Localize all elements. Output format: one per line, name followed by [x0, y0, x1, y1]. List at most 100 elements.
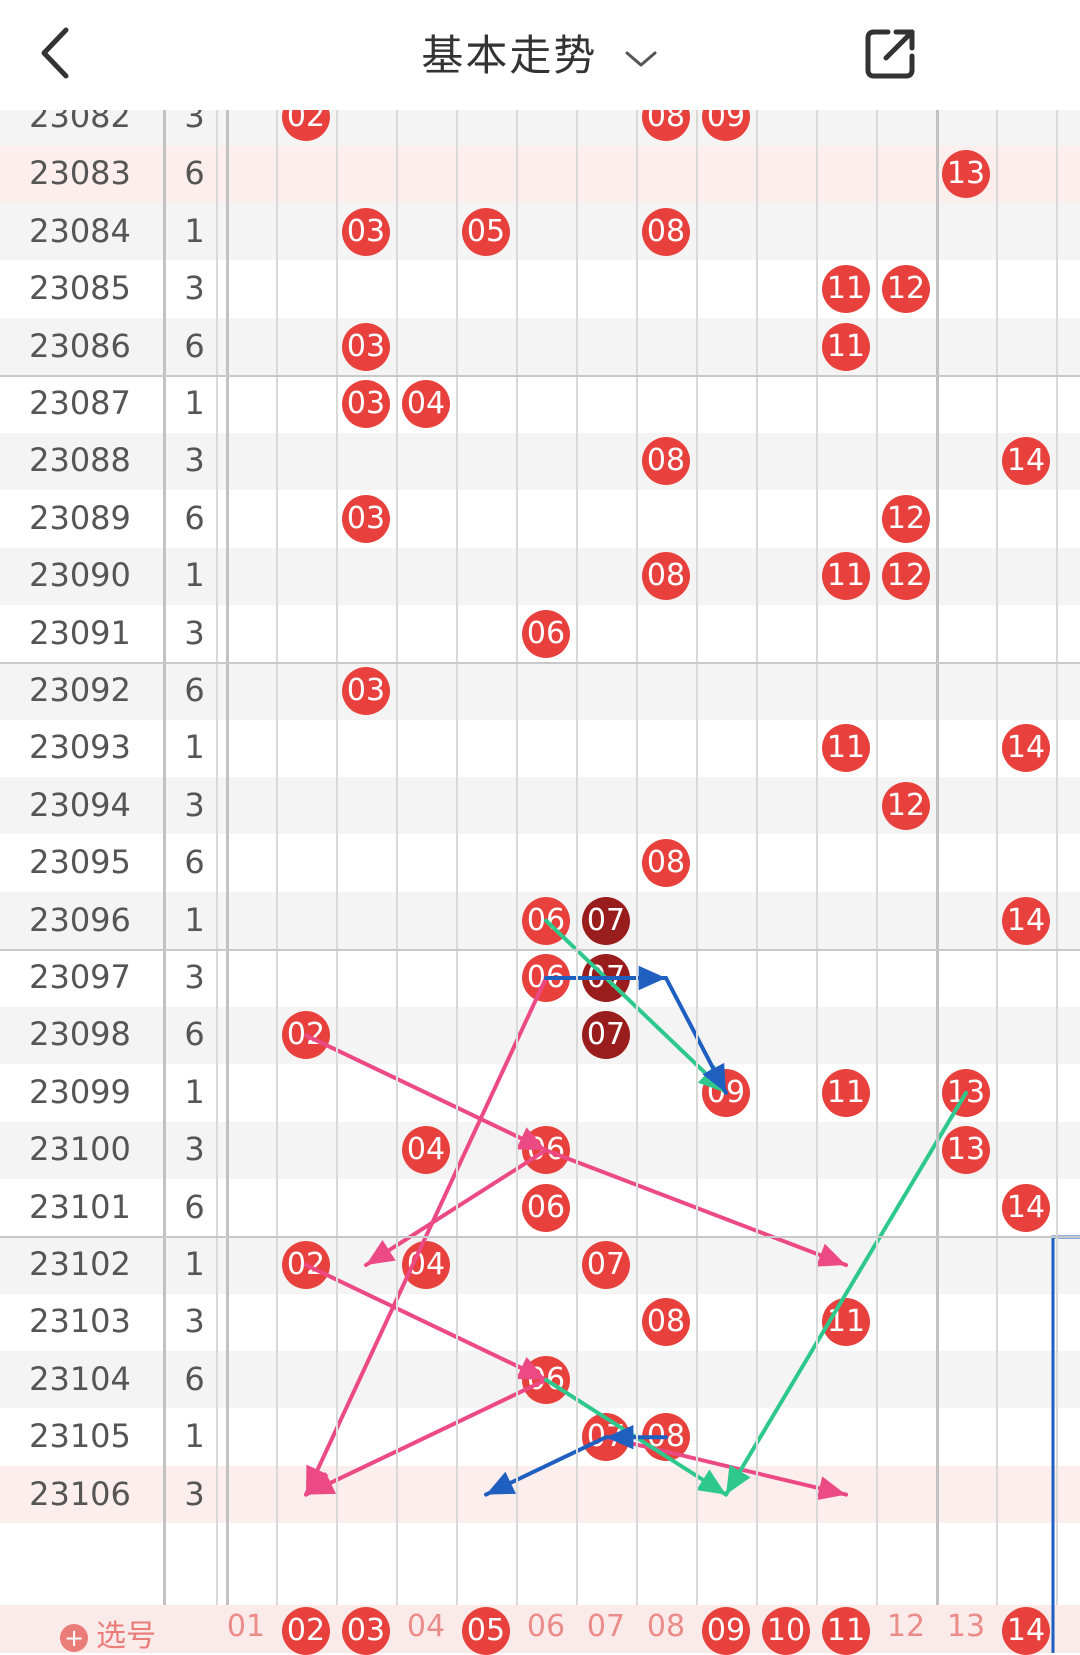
picker-number-10[interactable]: 10 — [762, 1607, 810, 1655]
column-divider — [936, 110, 939, 1605]
column-divider — [216, 110, 218, 1605]
number-ball: 03 — [342, 666, 390, 715]
trend-row: 23100 3 04 06 13 — [0, 1121, 1080, 1179]
trend-arrow — [304, 1263, 548, 1382]
number-ball: 03 — [342, 207, 390, 256]
number-ball: 11 — [822, 322, 870, 371]
number-picker-bar: + 选号 01 02 03 04 05 06 07 08 09 10 11 12 13 14 — [0, 1605, 1080, 1655]
number-ball: 14 — [1002, 1183, 1050, 1232]
page-title: 基本走势 — [421, 31, 598, 80]
picker-number-06[interactable]: 06 — [526, 1609, 566, 1644]
picker-number-02[interactable]: 02 — [282, 1607, 330, 1655]
number-ball: 12 — [882, 494, 930, 543]
trend-arrow — [544, 965, 668, 991]
number-ball: 11 — [822, 265, 870, 314]
column-divider — [756, 110, 758, 1605]
period-number: 23104 — [29, 1359, 131, 1398]
number-ball: 06 — [522, 953, 570, 1002]
column-divider — [516, 110, 518, 1605]
trend-row: 23083 6 13 — [0, 145, 1080, 204]
group-separator — [0, 662, 1080, 665]
number-ball: 13 — [942, 1126, 990, 1175]
trend-arrow — [724, 1090, 968, 1497]
trend-row: 23090 1 08 11 12 — [0, 547, 1080, 605]
trend-row: 23094 3 12 — [0, 777, 1080, 835]
picker-number-12[interactable]: 12 — [886, 1609, 926, 1644]
period-number: 23093 — [29, 728, 131, 767]
trend-grid: 23082 3 02 08 09 23083 6 13 23084 1 03 05 08 23085 3 11… — [0, 110, 1080, 1605]
period-number: 23083 — [29, 154, 131, 193]
period-number: 23088 — [29, 441, 131, 480]
sum-value: 1 — [184, 383, 205, 422]
picker-number-07[interactable]: 07 — [586, 1609, 626, 1644]
sum-value: 3 — [184, 1302, 205, 1341]
share-external-icon[interactable] — [862, 26, 918, 82]
number-ball: 06 — [522, 1183, 570, 1232]
period-number: 23095 — [29, 843, 131, 882]
trend-row: 23102 1 02 04 07 — [0, 1236, 1080, 1294]
pick-label: 选号 — [96, 1619, 156, 1654]
sum-value: 6 — [184, 1015, 205, 1054]
pick-numbers-button[interactable]: + 选号 — [60, 1611, 156, 1655]
sum-value: 3 — [184, 957, 205, 996]
trend-row: 23091 3 06 — [0, 605, 1080, 662]
group-separator — [0, 375, 1080, 378]
number-ball: 14 — [1002, 896, 1050, 945]
sum-value: 6 — [184, 843, 205, 882]
picker-number-14[interactable]: 14 — [1002, 1607, 1050, 1655]
number-ball: 08 — [642, 552, 690, 601]
picker-number-11[interactable]: 11 — [822, 1607, 870, 1655]
sum-value: 3 — [184, 1474, 205, 1513]
page-title-dropdown[interactable]: 基本走势 — [0, 22, 1080, 83]
number-ball: 02 — [282, 110, 330, 141]
trend-row: 23101 6 06 14 — [0, 1179, 1080, 1236]
sum-value: 3 — [184, 269, 205, 308]
number-ball: 13 — [942, 150, 990, 199]
picker-number-05[interactable]: 05 — [462, 1607, 510, 1655]
number-ball: 08 — [642, 839, 690, 888]
picker-number-03[interactable]: 03 — [342, 1607, 390, 1655]
number-ball: 03 — [342, 379, 390, 428]
period-number: 23082 — [29, 110, 131, 135]
group-separator — [0, 949, 1080, 952]
picker-number-08[interactable]: 08 — [646, 1609, 686, 1644]
column-divider — [276, 110, 278, 1605]
chevron-down-icon — [625, 51, 657, 66]
sum-value: 6 — [184, 154, 205, 193]
trend-row: 23086 6 03 11 — [0, 317, 1080, 376]
sum-value: 3 — [184, 441, 205, 480]
trend-row: 23103 3 08 11 — [0, 1294, 1080, 1351]
picker-number-01[interactable]: 01 — [226, 1609, 266, 1644]
group-separator — [0, 1236, 1080, 1239]
period-number: 23086 — [29, 326, 131, 365]
number-ball: 04 — [402, 379, 450, 428]
number-ball: 14 — [1002, 437, 1050, 486]
picker-number-13[interactable]: 13 — [946, 1609, 986, 1644]
picker-number-04[interactable]: 04 — [406, 1609, 446, 1644]
trend-row: 23095 6 08 — [0, 835, 1080, 892]
sum-value: 3 — [184, 110, 205, 135]
trend-row: 23089 6 03 12 — [0, 490, 1080, 547]
sum-value: 3 — [184, 1130, 205, 1169]
plus-circle-icon: + — [60, 1623, 88, 1652]
trend-arrow — [304, 1033, 548, 1153]
period-number: 23087 — [29, 383, 131, 422]
column-divider — [816, 110, 818, 1605]
column-divider — [996, 110, 998, 1605]
picker-number-09[interactable]: 09 — [702, 1607, 750, 1655]
period-number: 23098 — [29, 1015, 131, 1054]
sum-value: 6 — [184, 498, 205, 537]
column-divider — [576, 110, 578, 1605]
chevron-left-icon[interactable] — [28, 18, 88, 88]
column-divider — [396, 110, 398, 1605]
number-ball: 07 — [582, 1240, 630, 1289]
number-ball: 11 — [822, 552, 870, 601]
trend-row: 23092 6 03 — [0, 662, 1080, 720]
sum-value: 6 — [184, 670, 205, 709]
number-ball: 12 — [882, 265, 930, 314]
trend-row: 23087 1 03 04 — [0, 375, 1080, 432]
column-divider — [226, 110, 229, 1605]
period-number: 23094 — [29, 785, 131, 824]
number-ball: 03 — [342, 494, 390, 543]
